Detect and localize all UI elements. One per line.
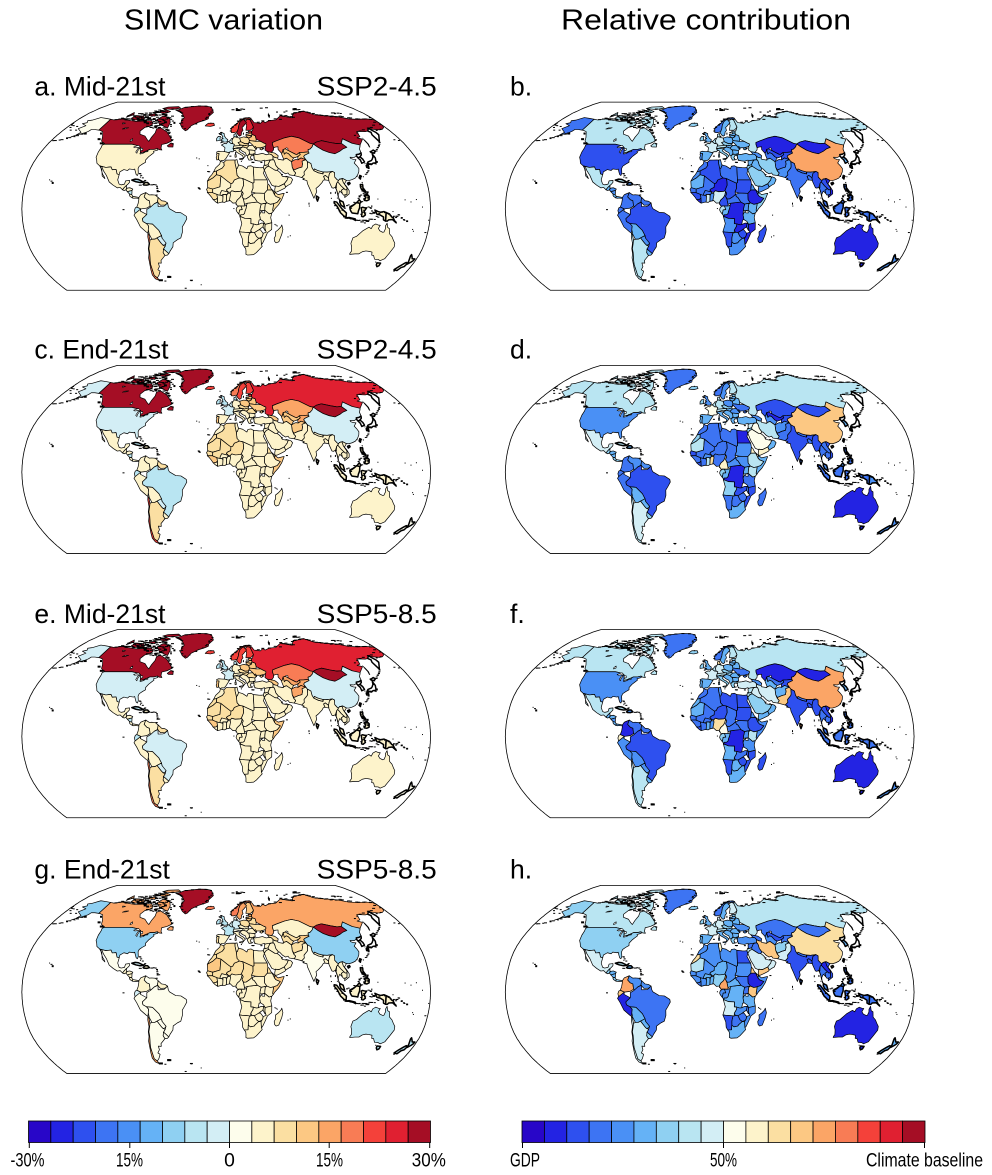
svg-text:e. Mid-21st: e. Mid-21st — [34, 599, 166, 629]
svg-text:15%: 15% — [116, 1151, 143, 1172]
svg-text:30%: 30% — [412, 1151, 446, 1172]
svg-text:c. End-21st: c. End-21st — [34, 335, 169, 365]
svg-text:a. Mid-21st: a. Mid-21st — [34, 71, 166, 101]
svg-text:g. End-21st: g. End-21st — [34, 855, 170, 885]
svg-text:-30%: -30% — [11, 1151, 45, 1172]
svg-text:d.: d. — [510, 335, 532, 365]
svg-text:SSP2-4.5: SSP2-4.5 — [317, 335, 437, 365]
svg-text:Relative contribution: Relative contribution — [561, 5, 851, 37]
svg-text:SIMC variation: SIMC variation — [124, 5, 323, 37]
svg-text:50%: 50% — [710, 1151, 737, 1172]
svg-text:b.: b. — [510, 71, 532, 101]
svg-text:SSP5-8.5: SSP5-8.5 — [317, 855, 437, 885]
svg-text:GDP: GDP — [510, 1151, 540, 1172]
svg-text:f.: f. — [510, 599, 525, 629]
svg-text:Climate baseline: Climate baseline — [866, 1151, 983, 1172]
svg-text:15%: 15% — [316, 1151, 343, 1172]
svg-text:SSP5-8.5: SSP5-8.5 — [317, 599, 437, 629]
svg-text:h.: h. — [510, 855, 532, 885]
svg-text:SSP2-4.5: SSP2-4.5 — [317, 71, 437, 101]
svg-text:0: 0 — [224, 1151, 235, 1172]
